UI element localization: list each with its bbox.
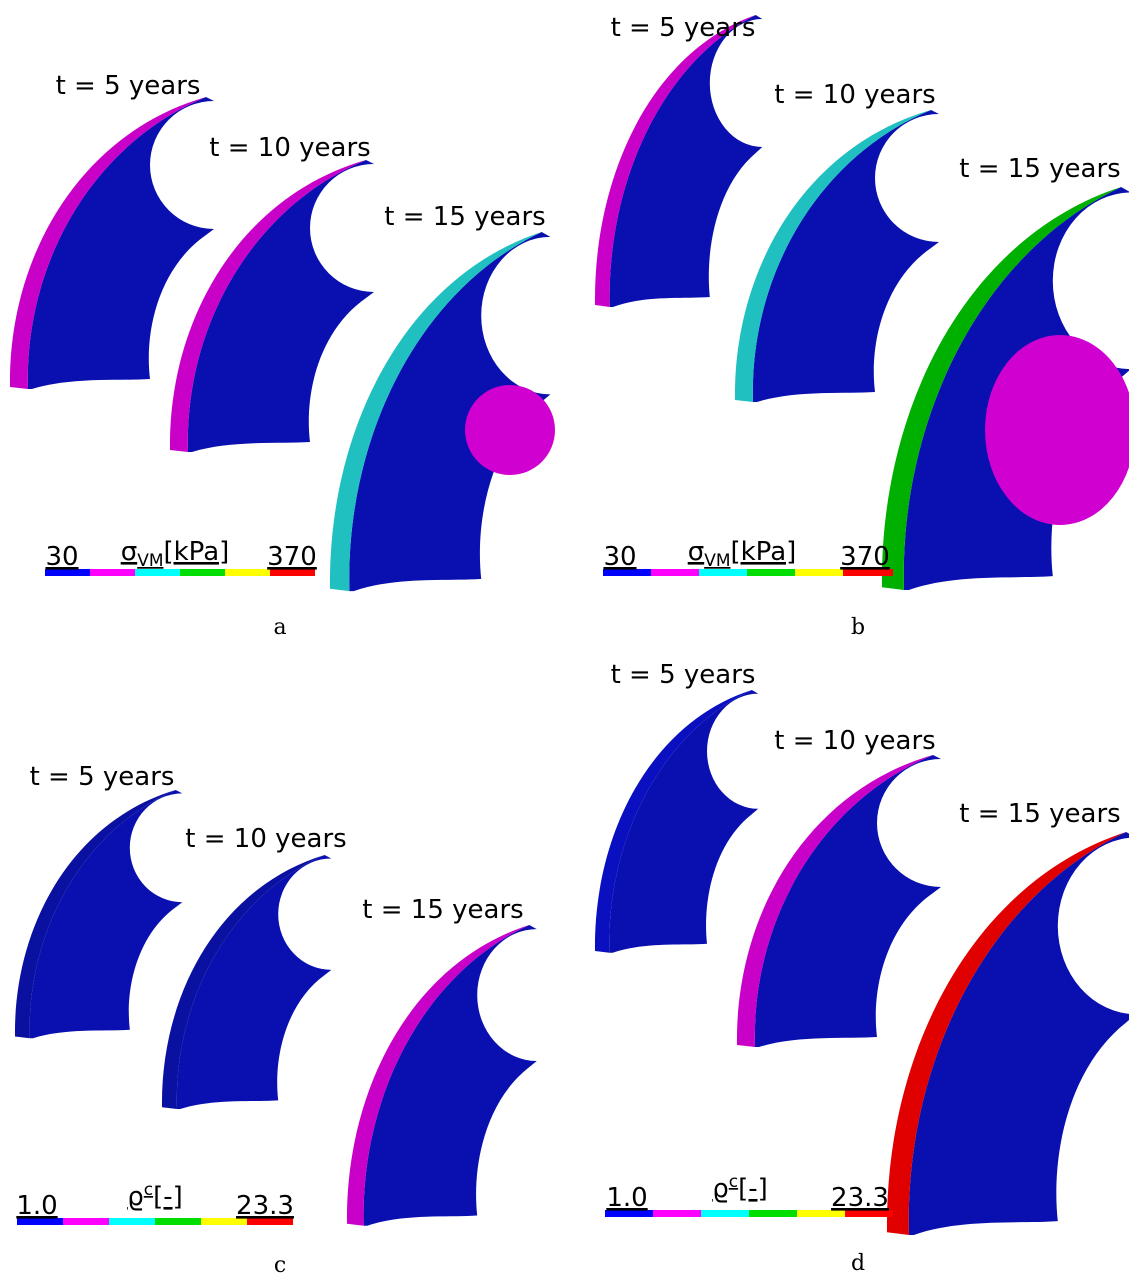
legend-min: 1.0 [606,1183,647,1213]
shell [594,690,759,953]
colorbar [605,1210,893,1217]
panel-label: d [851,1251,865,1276]
unit: [-] [153,1182,183,1212]
stress-patch [985,335,1129,525]
symbol: σ [121,537,137,567]
index: c [144,1180,153,1200]
symbol: σ [688,537,704,567]
stress-patch [465,385,555,475]
legend-title: ϱc[-] [712,1172,768,1204]
panel-label: c [274,1253,286,1277]
legend-min: 1.0 [16,1191,57,1221]
time-label: t = 15 years [959,154,1120,184]
time-label: t = 5 years [30,762,175,792]
legend-title: ϱc[-] [127,1180,183,1212]
symbol: ϱ [712,1174,729,1204]
colorbar [45,569,315,576]
shells [9,15,1129,1235]
panel-label: a [273,615,286,640]
shell [14,790,183,1039]
legend-max: 23.3 [236,1191,294,1221]
shell [734,110,939,402]
index: VM [704,551,730,571]
colorbar [17,1218,293,1225]
legend-max: 370 [267,542,317,572]
index: c [729,1172,738,1192]
unit: [-] [738,1174,768,1204]
time-label: t = 15 years [362,895,523,925]
time-label: t = 10 years [774,726,935,756]
legend-min: 30 [45,542,78,572]
legend-min: 30 [603,542,636,572]
time-label: t = 10 years [185,824,346,854]
colorbar [603,569,893,576]
symbol: ϱ [127,1182,144,1212]
time-label: t = 5 years [611,13,756,43]
index: VM [137,551,163,571]
time-label: t = 5 years [56,71,201,101]
unit: [kPa] [163,537,229,567]
unit: [kPa] [730,537,796,567]
shell [169,160,374,452]
shell [736,755,941,1047]
legend-title: σVM[kPa] [121,537,230,571]
legend-max: 23.3 [831,1183,889,1213]
time-label: t = 15 years [959,799,1120,829]
shell [594,15,763,307]
shell [161,855,332,1110]
time-label: t = 5 years [611,660,756,690]
legend-title: σVM[kPa] [688,537,797,571]
legend-max: 370 [840,542,890,572]
shell [346,925,537,1226]
time-label: t = 15 years [384,202,545,232]
shell [9,97,214,389]
time-label: t = 10 years [209,133,370,163]
panel-label: b [851,615,865,640]
time-label: t = 10 years [774,80,935,110]
